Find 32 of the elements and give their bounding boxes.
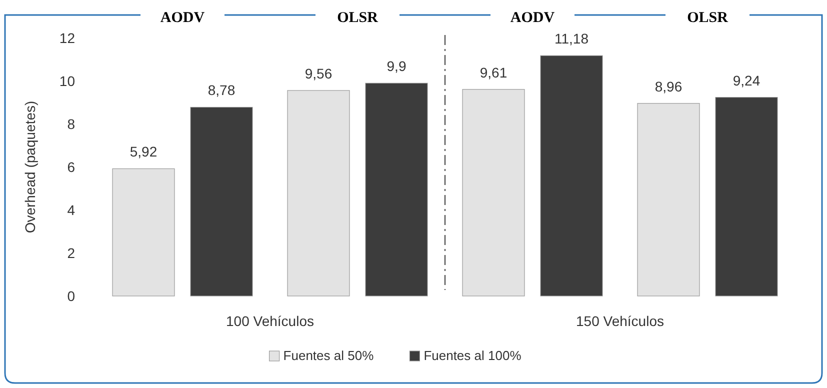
data-label: 5,92	[130, 144, 158, 160]
y-tick-label: 4	[67, 202, 76, 218]
bar	[637, 103, 700, 296]
data-label: 9,56	[304, 65, 332, 82]
y-tick-label: 2	[67, 244, 76, 261]
bar	[365, 82, 428, 296]
bar	[462, 89, 525, 296]
x-tick-label: OLSR	[337, 10, 378, 26]
x-tick-label: AODV	[510, 10, 555, 26]
bar	[540, 55, 603, 296]
legend-label: Fuentes al 100%	[424, 348, 522, 363]
y-tick-label: 0	[67, 288, 76, 304]
data-label: 9,61	[480, 64, 508, 80]
data-label: 11,18	[554, 30, 589, 47]
y-tick-label: 8	[67, 116, 76, 132]
text: 100 Vehículos	[226, 313, 314, 329]
y-tick-label: 10	[59, 72, 76, 89]
bar	[287, 90, 350, 296]
data-label: 9,24	[732, 72, 760, 88]
data-label: 9,9	[386, 58, 406, 74]
data-label: 8,96	[654, 78, 682, 94]
bar	[112, 168, 175, 296]
x-tick-label: AODV	[160, 10, 205, 26]
y-tick-label: 12	[59, 30, 76, 46]
bar	[715, 97, 778, 296]
y-tick-label: 6	[67, 158, 76, 175]
legend-label: Fuentes al 50%	[283, 348, 374, 363]
data-label: 8,78	[208, 82, 236, 98]
y-axis-title: Overhead (paquetes)	[22, 100, 38, 234]
text: 150 Vehículos	[576, 313, 664, 329]
x-tick-label: OLSR	[687, 10, 728, 26]
bar	[190, 106, 253, 296]
